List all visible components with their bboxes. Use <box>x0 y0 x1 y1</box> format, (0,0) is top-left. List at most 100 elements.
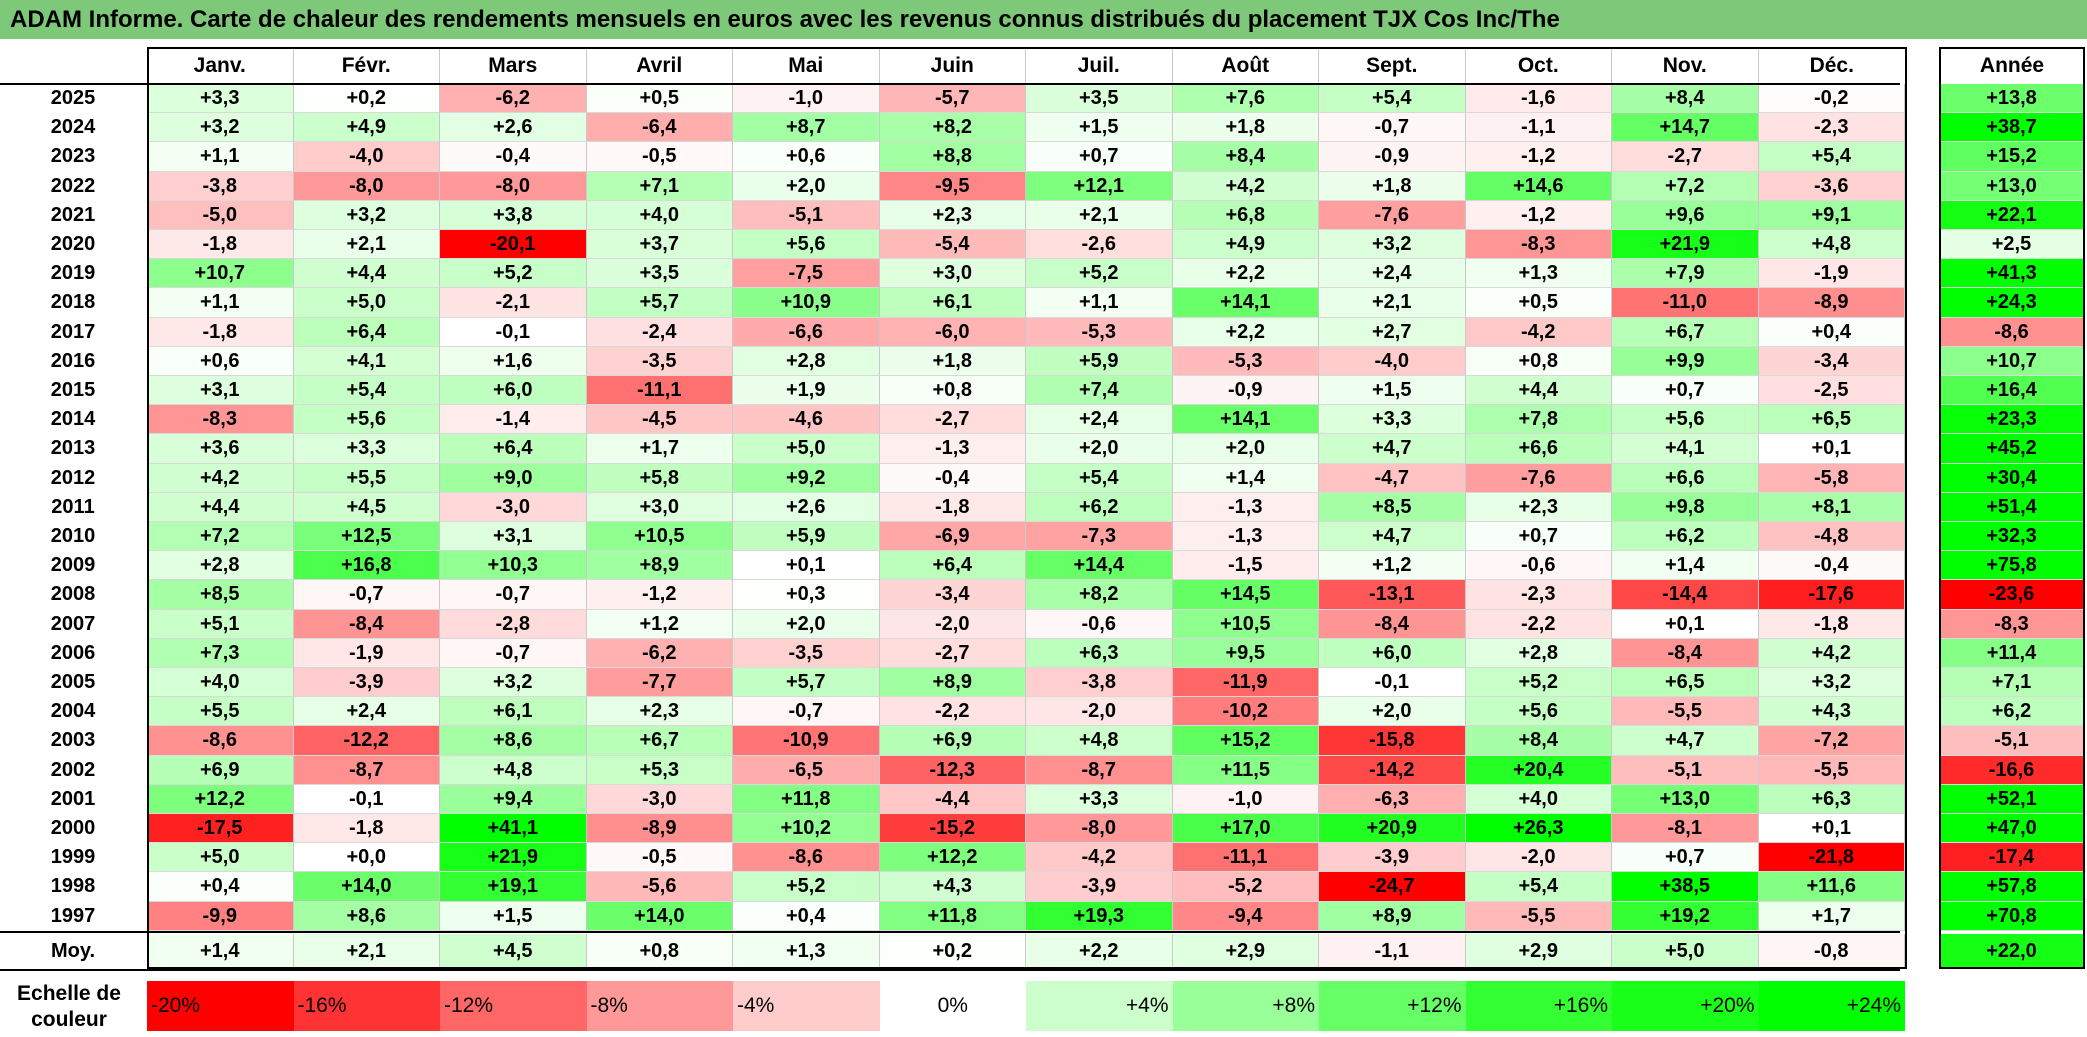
heatmap-cell: +0,4 <box>733 901 880 931</box>
heatmap-cell: -2,6 <box>1026 230 1173 260</box>
average-cell: +0,2 <box>879 933 1026 968</box>
heatmap-cell: -6,3 <box>1319 784 1466 814</box>
heatmap-cell: +0,8 <box>1465 346 1612 376</box>
heatmap-cell: -0,6 <box>1026 609 1173 639</box>
heatmap-cell: -1,9 <box>1758 259 1905 289</box>
heatmap-cell: +0,7 <box>1465 522 1612 552</box>
heatmap-cell: +4,0 <box>1465 784 1612 814</box>
heatmap-cell: +3,6 <box>147 434 294 464</box>
heatmap-cell: +0,7 <box>1612 376 1759 406</box>
month-header: Sept. <box>1319 48 1466 83</box>
heatmap-cell: -5,3 <box>1172 346 1319 376</box>
heatmap-cell: +5,4 <box>1319 84 1466 114</box>
annual-cell: -8,3 <box>1940 609 2084 639</box>
year-label: 2017 <box>50 320 96 343</box>
heatmap-cell: +14,1 <box>1172 405 1319 435</box>
heatmap-cell: +2,2 <box>1172 317 1319 347</box>
heatmap-cell: -0,9 <box>1319 142 1466 172</box>
heatmap-cell: +2,7 <box>1319 317 1466 347</box>
year-label: 2018 <box>50 291 96 314</box>
heatmap-cell: +1,8 <box>1172 113 1319 143</box>
heatmap-cell: +0,1 <box>1612 609 1759 639</box>
heatmap-cell: +6,5 <box>1758 405 1905 435</box>
heatmap-cell: -8,0 <box>293 171 440 201</box>
year-label: 2016 <box>50 349 96 372</box>
heatmap-cell: +4,7 <box>1319 522 1466 552</box>
heatmap-cell: +4,4 <box>147 492 294 522</box>
heatmap-cell: +1,1 <box>147 288 294 318</box>
color-scale-stop: 0% <box>879 981 1026 1031</box>
heatmap-cell: +1,5 <box>1026 113 1173 143</box>
year-label: 2021 <box>50 203 96 226</box>
average-label: Moy. <box>50 939 96 962</box>
heatmap-cell: -0,4 <box>440 142 587 172</box>
heatmap-cell: -3,4 <box>1758 346 1905 376</box>
heatmap-cell: +5,4 <box>1465 872 1612 902</box>
heatmap-cell: +1,4 <box>1172 463 1319 493</box>
annual-cell: +30,4 <box>1940 463 2084 493</box>
heatmap-cell: -1,8 <box>147 317 294 347</box>
heatmap-cell: -2,7 <box>879 405 1026 435</box>
heatmap-cell: +6,9 <box>147 755 294 785</box>
heatmap-cell: +3,0 <box>586 492 733 522</box>
heatmap-cell: -3,0 <box>586 784 733 814</box>
heatmap-cell: +20,4 <box>1465 755 1612 785</box>
annual-cell: +51,4 <box>1940 492 2084 522</box>
heatmap-cell: +12,2 <box>147 784 294 814</box>
heatmap-cell: +38,5 <box>1612 872 1759 902</box>
heatmap-cell: +1,3 <box>1465 259 1612 289</box>
heatmap-cell: +5,9 <box>733 522 880 552</box>
heatmap-cell: +5,6 <box>293 405 440 435</box>
heatmap-cell: -0,7 <box>293 580 440 610</box>
heatmap-cell: +0,2 <box>293 84 440 114</box>
heatmap-cell: +0,3 <box>733 580 880 610</box>
heatmap-cell: +10,2 <box>733 814 880 844</box>
heatmap-cell: +10,5 <box>586 522 733 552</box>
month-header: Oct. <box>1465 48 1612 83</box>
heatmap-cell: +2,4 <box>1319 259 1466 289</box>
heatmap-cell: +9,9 <box>1612 346 1759 376</box>
heatmap-cell: -8,3 <box>1465 230 1612 260</box>
heatmap-cell: +3,7 <box>586 230 733 260</box>
heatmap-cell: +4,8 <box>440 755 587 785</box>
heatmap-cell: -0,6 <box>1465 551 1612 581</box>
heatmap-cell: +9,2 <box>733 463 880 493</box>
heatmap-cell: -1,0 <box>733 84 880 114</box>
color-scale-stop: +12% <box>1319 981 1466 1031</box>
heatmap-cell: -15,8 <box>1319 726 1466 756</box>
heatmap-cell: +8,7 <box>733 113 880 143</box>
heatmap-cell: -11,1 <box>586 376 733 406</box>
month-header: Déc. <box>1758 48 1905 83</box>
heatmap-cell: +5,3 <box>586 755 733 785</box>
heatmap-cell: -1,3 <box>1172 522 1319 552</box>
heatmap-cell: +11,8 <box>879 901 1026 931</box>
color-scale-stop: -12% <box>440 981 587 1031</box>
heatmap-cell: -4,0 <box>1319 346 1466 376</box>
heatmap-cell: +5,2 <box>1026 259 1173 289</box>
heatmap-cell: -17,6 <box>1758 580 1905 610</box>
heatmap-cell: +8,1 <box>1758 492 1905 522</box>
heatmap-cell: -1,6 <box>1465 84 1612 114</box>
heatmap-cell: +0,4 <box>147 872 294 902</box>
heatmap-cell: +3,3 <box>147 84 294 114</box>
heatmap-cell: -8,4 <box>293 609 440 639</box>
average-cell: +2,1 <box>293 933 440 968</box>
heatmap-cell: +5,0 <box>733 434 880 464</box>
heatmap-cell: -8,9 <box>1758 288 1905 318</box>
heatmap-cell: +4,8 <box>1026 726 1173 756</box>
heatmap-cell: +9,0 <box>440 463 587 493</box>
heatmap-cell: +17,0 <box>1172 814 1319 844</box>
heatmap-cell: +14,7 <box>1612 113 1759 143</box>
heatmap-cell: -12,2 <box>293 726 440 756</box>
heatmap-cell: -11,9 <box>1172 668 1319 698</box>
annual-cell: +2,5 <box>1940 230 2084 260</box>
heatmap-cell: -2,0 <box>1465 843 1612 873</box>
heatmap-cell: -3,0 <box>440 492 587 522</box>
heatmap-cell: +5,9 <box>1026 346 1173 376</box>
heatmap-cell: -1,0 <box>1172 784 1319 814</box>
heatmap-cell: +7,3 <box>147 638 294 668</box>
heatmap-cell: +8,4 <box>1612 84 1759 114</box>
heatmap-cell: -8,4 <box>1612 638 1759 668</box>
annual-cell: +13,8 <box>1940 84 2084 114</box>
heatmap-cell: +2,3 <box>879 200 1026 230</box>
